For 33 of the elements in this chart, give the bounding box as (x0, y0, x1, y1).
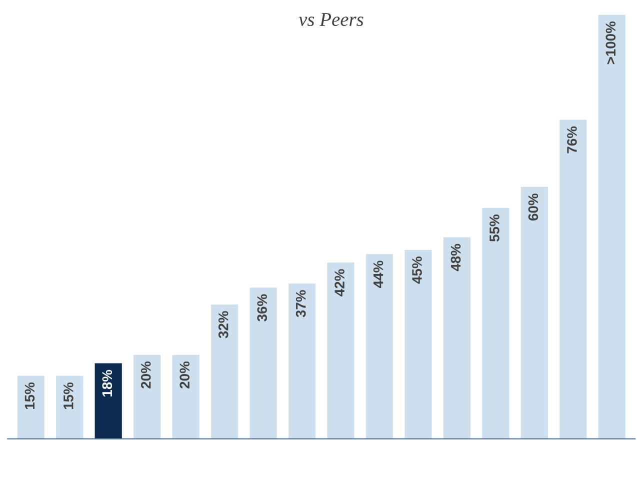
data-label: 18% (102, 370, 112, 396)
data-label: 60% (528, 194, 538, 220)
bar (172, 354, 200, 439)
bar (56, 376, 84, 439)
data-label: 15% (24, 382, 35, 410)
bar (134, 354, 161, 439)
data-label: 20% (140, 361, 151, 388)
bar (94, 363, 122, 439)
bar (288, 283, 316, 439)
data-label: 55% (490, 214, 500, 242)
bar (404, 250, 432, 439)
data-label: 36% (257, 294, 268, 322)
data-label: >100% (606, 21, 616, 64)
data-label: 32% (218, 311, 228, 338)
bar (366, 254, 394, 439)
bar (443, 237, 470, 439)
data-label: 76% (567, 126, 577, 154)
bar (598, 14, 626, 439)
bar (520, 186, 548, 439)
bar (17, 376, 44, 439)
data-label: 42% (334, 269, 344, 296)
bar (560, 120, 587, 439)
data-label: 15% (64, 382, 74, 410)
chart-title: vs Peers (298, 13, 364, 26)
bar (327, 262, 354, 439)
data-label: 48% (450, 244, 461, 272)
data-label: 45% (412, 256, 422, 284)
data-label: 37% (296, 290, 306, 318)
bar (482, 208, 510, 439)
data-label: 20% (180, 361, 190, 388)
bar (250, 288, 277, 439)
bar (210, 304, 238, 439)
data-label: 44% (373, 260, 384, 288)
